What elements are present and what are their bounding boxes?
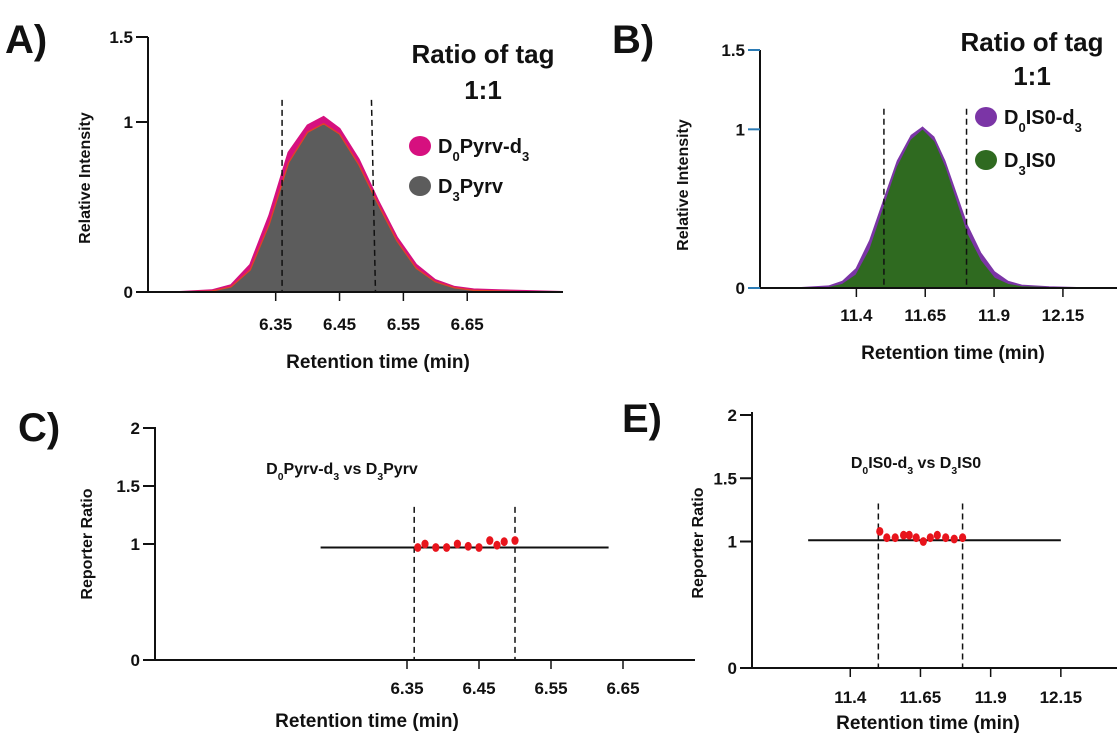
y-axis-title: Relative Intensity <box>675 119 692 251</box>
ratio-point <box>432 543 440 552</box>
legend-entry: D3Pyrv <box>438 176 504 204</box>
panel-a: A) 0 1 1.5 6.35 6.45 6.55 6.65 Retention time (m… <box>5 18 564 373</box>
ratio-point <box>919 537 927 546</box>
x-axis-title: Retention time (min) <box>275 711 459 732</box>
ratio-point <box>421 539 429 549</box>
panel-label: E) <box>622 397 662 441</box>
y-tick-label: 0 <box>131 651 140 670</box>
x-tick-label: 6.35 <box>259 315 292 334</box>
x-tick-label: 12.15 <box>1040 688 1083 707</box>
x-tick-label: 6.55 <box>387 315 420 334</box>
legend-swatch <box>409 176 431 196</box>
y-axis-title: Reporter Ratio <box>690 487 707 598</box>
panel-label: B) <box>612 18 654 62</box>
y-tick-label: 2 <box>728 406 737 425</box>
ratio-point <box>511 536 519 545</box>
x-tick-label: 6.45 <box>462 679 495 698</box>
x-axis-title: Retention time (min) <box>836 713 1020 734</box>
x-tick-label: 6.65 <box>451 315 484 334</box>
x-tick-label: 11.4 <box>834 688 867 707</box>
legend-entry: D3IS0 <box>1004 150 1056 178</box>
panel-label: C) <box>18 406 60 450</box>
x-tick-label: 11.65 <box>900 688 942 707</box>
legend-subtitle: 1:1 <box>464 75 502 105</box>
ratio-point <box>959 533 967 543</box>
x-tick-label: 11.4 <box>840 306 873 325</box>
legend-title: Ratio of tag <box>412 39 555 69</box>
ratio-point <box>486 536 494 545</box>
x-tick-label: 6.65 <box>606 679 639 698</box>
x-tick-label: 12.15 <box>1042 306 1085 325</box>
x-axis-title: Retention time (min) <box>286 352 470 373</box>
legend-entry: D0IS0-d3 <box>1004 107 1082 135</box>
ratio-point <box>891 533 899 543</box>
panel-label: A) <box>5 18 47 62</box>
legend-subtitle: 1:1 <box>1013 61 1051 91</box>
x-tick-label: 11.9 <box>978 306 1010 325</box>
y-tick-label: 1.5 <box>116 477 140 496</box>
y-tick-label: 1 <box>736 120 745 139</box>
legend-swatch <box>409 136 431 156</box>
ratio-point <box>942 533 950 543</box>
panel-b: B) 0 1 1.5 11.4 11.65 11.9 12.15 Retention time … <box>612 18 1117 364</box>
chart-title: D0Pyrv-d3 vs D3Pyrv <box>266 461 418 483</box>
y-tick-label: 1.5 <box>713 469 737 488</box>
ratio-point <box>443 543 451 552</box>
y-axis-title: Reporter Ratio <box>79 488 96 599</box>
x-tick-label: 11.65 <box>904 306 946 325</box>
ratio-point <box>933 530 941 540</box>
y-tick-label: 0 <box>736 279 745 298</box>
ratio-point <box>912 533 920 543</box>
ratio-point <box>500 537 508 547</box>
ratio-point <box>905 530 913 540</box>
ratio-point <box>950 534 958 544</box>
boundary-line <box>370 99 377 293</box>
y-tick-label: 0 <box>728 659 737 678</box>
ratio-point <box>414 543 422 552</box>
x-tick-label: 6.45 <box>323 315 356 334</box>
ratio-point <box>464 541 472 551</box>
x-tick-label: 6.35 <box>390 679 423 698</box>
y-tick-label: 2 <box>131 419 140 438</box>
ratio-point <box>475 543 483 552</box>
y-tick-label: 1 <box>728 533 737 552</box>
ratio-point <box>876 527 884 536</box>
x-axis-title: Retention time (min) <box>861 343 1045 364</box>
legend-entry: D0Pyrv-d3 <box>438 136 529 164</box>
y-tick-label: 1 <box>131 535 140 554</box>
ratio-point <box>900 530 908 540</box>
y-axis-title: Relative Intensity <box>77 112 94 244</box>
ratio-point <box>926 533 934 543</box>
ratio-point <box>883 533 891 543</box>
y-tick-label: 0 <box>124 283 133 302</box>
x-tick-label: 11.9 <box>975 688 1007 707</box>
panel-e: E) D0IS0-d3 vs D3IS0 0 1 1.5 2 11.4 11.65 11.9 12… <box>622 397 1117 734</box>
y-tick-label: 1.5 <box>109 28 133 47</box>
x-tick-label: 6.55 <box>534 679 567 698</box>
y-tick-label: 1.5 <box>721 41 745 60</box>
ratio-point <box>453 539 461 549</box>
legend-swatch <box>975 150 997 170</box>
ratio-point <box>493 540 501 550</box>
series-area-2 <box>760 129 1117 289</box>
y-tick-label: 1 <box>124 113 133 132</box>
legend-title: Ratio of tag <box>961 27 1104 57</box>
series-area-2 <box>148 122 563 293</box>
panel-c: C) D0Pyrv-d3 vs D3Pyrv 0 1 1.5 2 6.35 6.45 6.55 6… <box>18 406 695 732</box>
chart-title: D0IS0-d3 vs D3IS0 <box>851 455 981 477</box>
legend-swatch <box>975 107 997 127</box>
